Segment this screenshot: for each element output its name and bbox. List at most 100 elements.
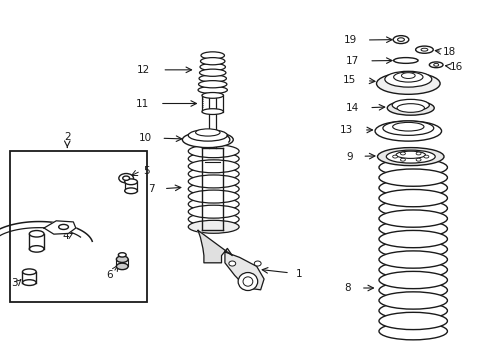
Ellipse shape [116, 256, 128, 262]
Ellipse shape [378, 179, 447, 197]
Ellipse shape [378, 230, 447, 248]
Ellipse shape [392, 122, 423, 131]
Ellipse shape [376, 73, 439, 94]
Ellipse shape [254, 261, 261, 266]
Ellipse shape [400, 152, 405, 155]
Ellipse shape [124, 188, 137, 194]
Ellipse shape [378, 169, 447, 186]
Ellipse shape [378, 210, 447, 227]
Ellipse shape [384, 71, 431, 87]
Ellipse shape [59, 224, 68, 229]
Ellipse shape [423, 155, 428, 158]
Text: 5: 5 [142, 166, 149, 176]
Ellipse shape [400, 158, 405, 161]
Ellipse shape [393, 72, 422, 82]
Ellipse shape [228, 261, 235, 266]
Ellipse shape [415, 152, 420, 155]
Ellipse shape [378, 200, 447, 217]
Ellipse shape [199, 75, 226, 82]
Ellipse shape [188, 198, 239, 211]
Ellipse shape [188, 205, 239, 218]
Ellipse shape [119, 174, 133, 183]
Polygon shape [198, 230, 232, 263]
Text: 11: 11 [136, 99, 149, 108]
Ellipse shape [378, 251, 447, 268]
Ellipse shape [386, 150, 434, 163]
Ellipse shape [188, 220, 239, 233]
Text: 9: 9 [346, 152, 352, 162]
Ellipse shape [22, 269, 36, 275]
Ellipse shape [188, 213, 239, 226]
Ellipse shape [428, 62, 442, 68]
Ellipse shape [29, 246, 44, 252]
Ellipse shape [397, 38, 404, 41]
Ellipse shape [392, 36, 408, 44]
Ellipse shape [378, 323, 447, 340]
Ellipse shape [200, 63, 225, 71]
Text: 2: 2 [64, 132, 70, 142]
Ellipse shape [188, 130, 227, 141]
Ellipse shape [378, 271, 447, 289]
Polygon shape [224, 252, 264, 290]
Text: 14: 14 [346, 103, 359, 113]
Bar [10, 151, 146, 302]
Text: 13: 13 [339, 125, 352, 135]
Text: 10: 10 [138, 133, 151, 143]
Ellipse shape [198, 81, 226, 88]
Ellipse shape [188, 190, 239, 203]
Ellipse shape [199, 69, 225, 76]
Ellipse shape [188, 183, 239, 195]
Ellipse shape [378, 189, 447, 207]
Ellipse shape [378, 261, 447, 278]
Text: 15: 15 [342, 75, 355, 85]
Ellipse shape [182, 132, 233, 148]
Ellipse shape [22, 280, 36, 285]
Ellipse shape [374, 121, 441, 141]
Ellipse shape [243, 277, 252, 286]
Ellipse shape [391, 99, 428, 111]
Ellipse shape [238, 273, 257, 291]
Ellipse shape [378, 292, 447, 309]
Text: 12: 12 [137, 65, 150, 75]
Ellipse shape [433, 63, 438, 66]
Text: 16: 16 [449, 62, 462, 72]
Text: 17: 17 [346, 56, 359, 66]
Ellipse shape [188, 175, 239, 188]
Ellipse shape [377, 148, 443, 166]
Polygon shape [44, 221, 76, 234]
Text: 6: 6 [106, 270, 113, 280]
Ellipse shape [200, 58, 224, 65]
Text: 7: 7 [148, 184, 155, 194]
Text: 3: 3 [11, 278, 18, 288]
Ellipse shape [382, 121, 433, 135]
Ellipse shape [420, 48, 427, 51]
Ellipse shape [378, 159, 447, 176]
Ellipse shape [401, 73, 414, 78]
Ellipse shape [195, 129, 220, 136]
Ellipse shape [201, 52, 224, 59]
Text: 4: 4 [62, 231, 69, 241]
Ellipse shape [188, 152, 239, 165]
Ellipse shape [393, 58, 417, 63]
Ellipse shape [198, 86, 227, 94]
Ellipse shape [415, 46, 432, 53]
Ellipse shape [188, 145, 239, 158]
Ellipse shape [378, 282, 447, 299]
Ellipse shape [122, 176, 129, 180]
Ellipse shape [378, 220, 447, 238]
Ellipse shape [188, 160, 239, 173]
Text: 19: 19 [343, 35, 356, 45]
Ellipse shape [386, 101, 433, 115]
Ellipse shape [392, 155, 397, 158]
Ellipse shape [378, 302, 447, 319]
Ellipse shape [395, 151, 425, 158]
Ellipse shape [378, 312, 447, 330]
Ellipse shape [188, 167, 239, 180]
Ellipse shape [202, 93, 223, 98]
Ellipse shape [116, 263, 128, 270]
Ellipse shape [378, 240, 447, 258]
Ellipse shape [118, 253, 126, 257]
Ellipse shape [396, 104, 424, 112]
Ellipse shape [124, 179, 137, 185]
Ellipse shape [415, 158, 420, 161]
